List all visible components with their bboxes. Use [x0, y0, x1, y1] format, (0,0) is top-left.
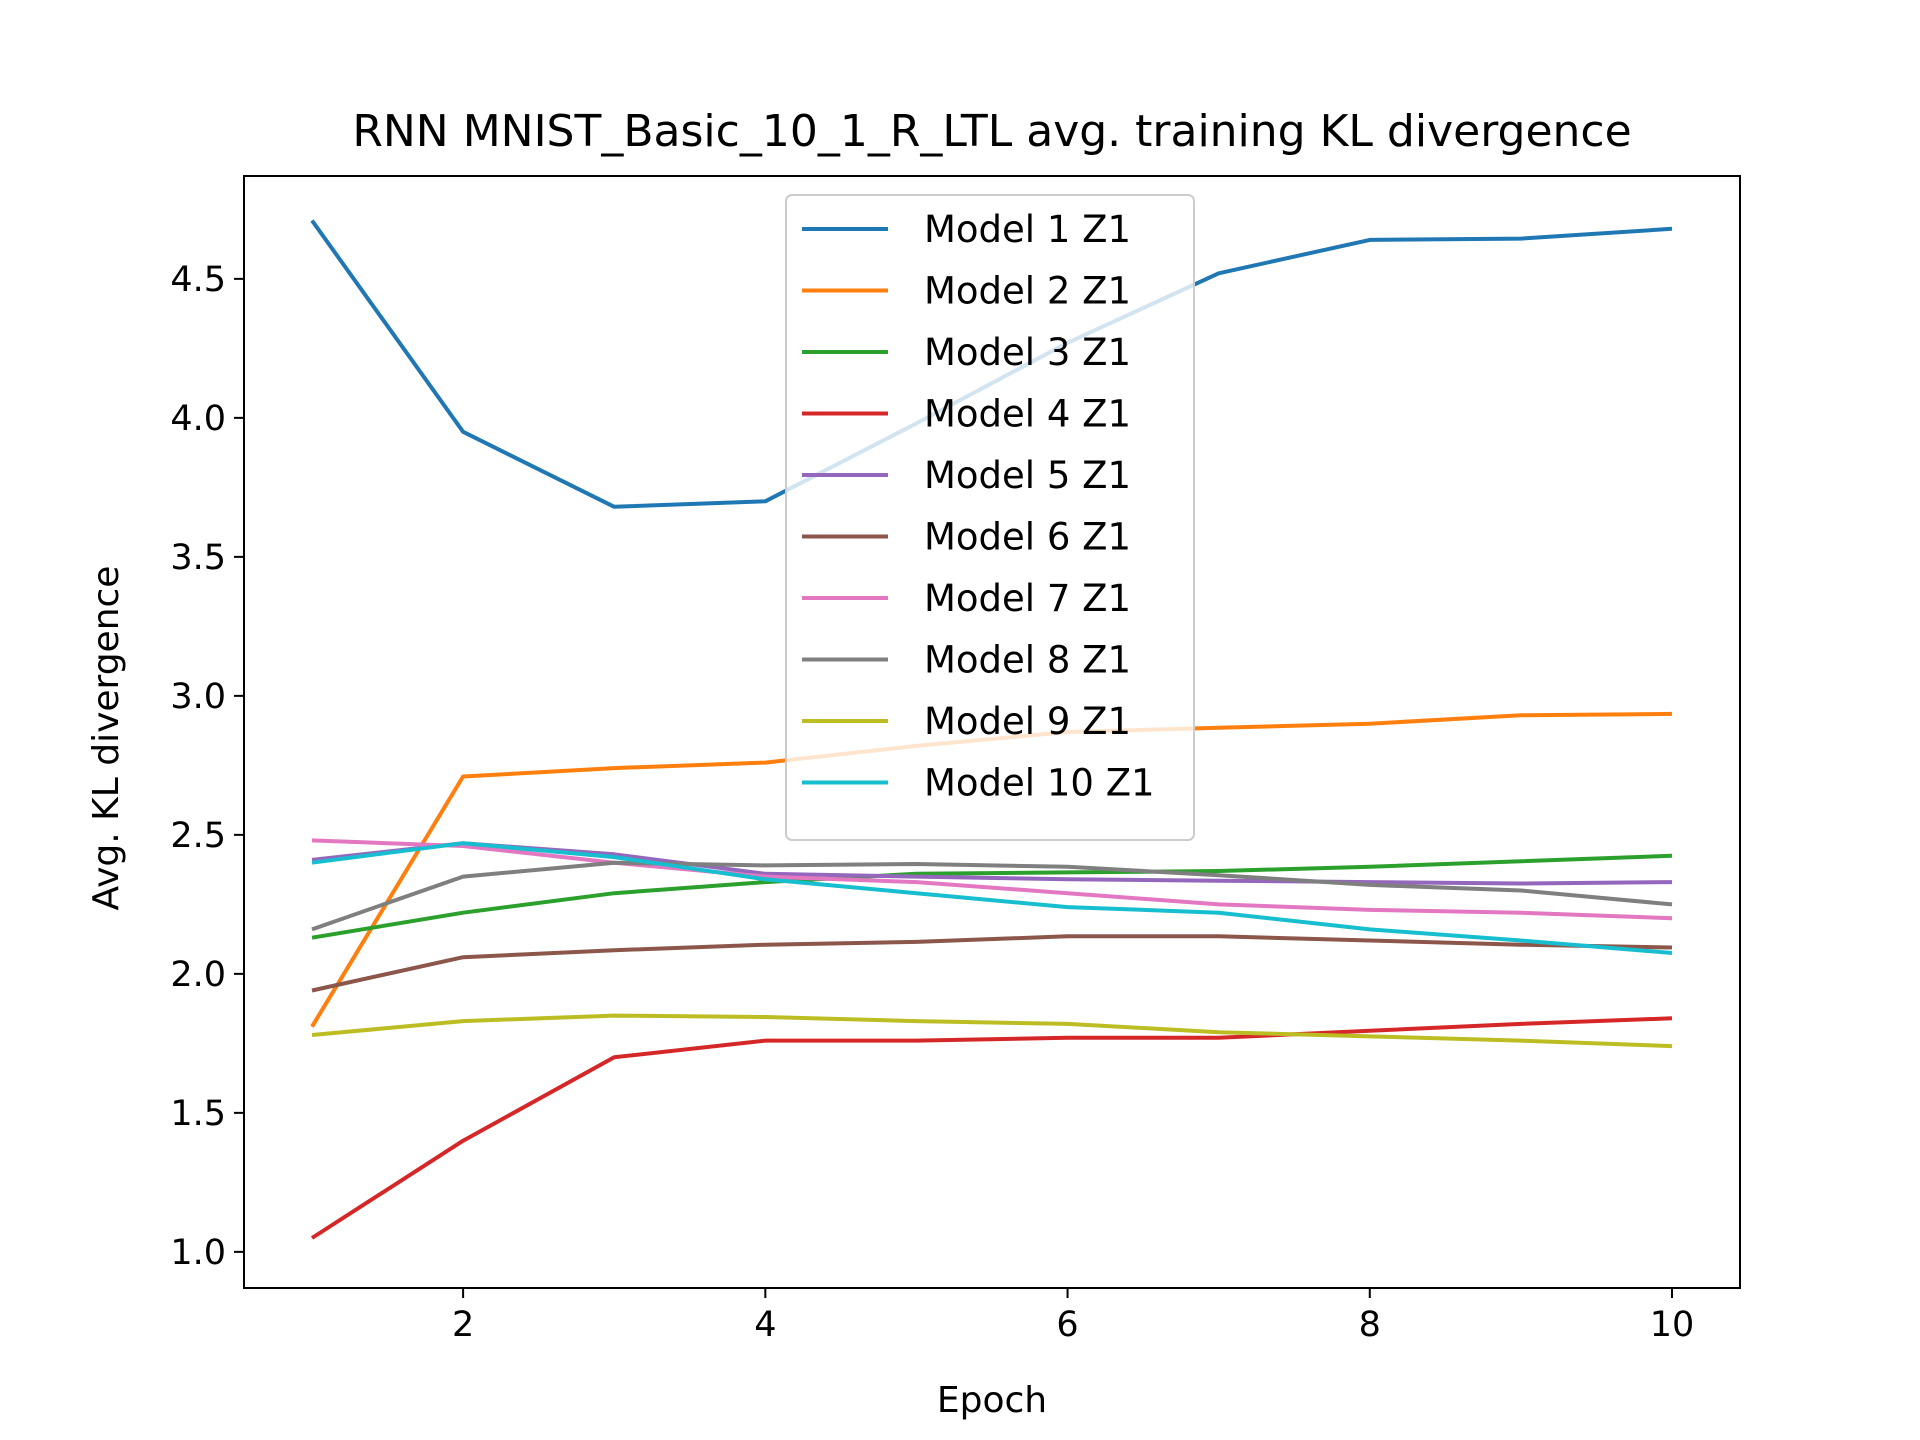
legend-label-model-2: Model 2 Z1 [924, 270, 1131, 313]
y-tick-label: 3.5 [170, 538, 226, 578]
legend-label-model-9: Model 9 Z1 [924, 700, 1131, 743]
legend-label-model-1: Model 1 Z1 [924, 208, 1131, 251]
legend: Model 1 Z1 Model 2 Z1 Model 3 Z1 Model 4 Z1… [785, 194, 1195, 841]
series-line-model-7 [311, 838, 1673, 921]
y-tick-label: 1.5 [170, 1094, 226, 1134]
series-line-model-6 [311, 934, 1673, 993]
y-tick-label: 4.0 [170, 399, 226, 439]
plot-area-frame [243, 175, 1741, 1289]
series-line-model-8 [311, 860, 1673, 932]
x-tick-label: 4 [754, 1305, 776, 1345]
y-tick-label: 1.0 [170, 1233, 226, 1273]
legend-label-model-6: Model 6 Z1 [924, 516, 1131, 559]
y-axis-label: Avg. KL divergence [86, 566, 127, 911]
legend-label-model-8: Model 8 Z1 [924, 639, 1131, 682]
series-line-model-9 [311, 1013, 1673, 1049]
y-tick-label: 4.5 [170, 260, 226, 300]
legend-label-model-7: Model 7 Z1 [924, 577, 1131, 620]
x-tick-label: 10 [1650, 1305, 1695, 1345]
chart-title: RNN MNIST_Basic_10_1_R_LTL avg. training… [352, 106, 1631, 157]
x-tick-label: 2 [452, 1305, 474, 1345]
legend-label-model-3: Model 3 Z1 [924, 331, 1131, 374]
series-line-model-10 [311, 841, 1673, 955]
y-tick-label: 3.0 [170, 677, 226, 717]
series-line-model-4 [310, 1016, 1673, 1240]
legend-box [785, 194, 1195, 841]
x-axis-label: Epoch [937, 1380, 1047, 1421]
series-lines [310, 219, 1673, 1240]
y-tick-label: 2.0 [170, 955, 226, 995]
legend-label-model-10: Model 10 Z1 [924, 762, 1155, 805]
x-tick-label: 8 [1359, 1305, 1381, 1345]
axis-ticks: 2 4 6 8 10 1.0 1.5 2.0 2.5 3.0 3.5 4.0 4.5 [170, 260, 1694, 1345]
y-tick-label: 2.5 [170, 816, 226, 856]
x-tick-label: 6 [1056, 1305, 1078, 1345]
series-line-model-3 [311, 853, 1673, 940]
legend-label-model-4: Model 4 Z1 [924, 393, 1131, 436]
legend-label-model-5: Model 5 Z1 [924, 454, 1131, 497]
